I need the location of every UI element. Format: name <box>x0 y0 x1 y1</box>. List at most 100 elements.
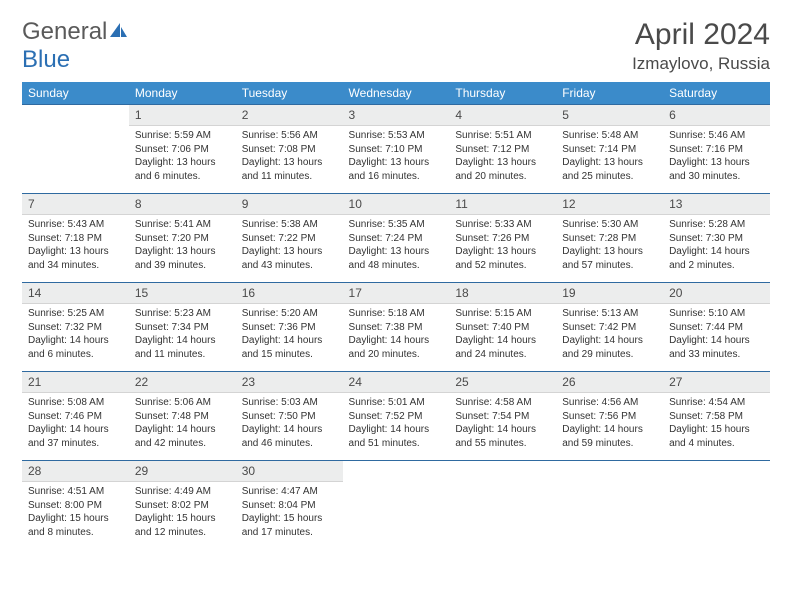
sunrise-text: Sunrise: 5:38 AM <box>242 218 337 232</box>
sunset-text: Sunset: 7:28 PM <box>562 232 657 246</box>
daylight-text: and 25 minutes. <box>562 170 657 184</box>
sunrise-text: Sunrise: 5:13 AM <box>562 307 657 321</box>
day-number-cell: 2 <box>236 105 343 126</box>
daylight-text: Daylight: 14 hours <box>28 334 123 348</box>
sunset-text: Sunset: 7:20 PM <box>135 232 230 246</box>
day-content-cell: Sunrise: 5:33 AMSunset: 7:26 PMDaylight:… <box>449 215 556 283</box>
day-content-cell <box>556 482 663 550</box>
day-number-cell <box>663 461 770 482</box>
daylight-text: Daylight: 13 hours <box>242 245 337 259</box>
daylight-text: and 42 minutes. <box>135 437 230 451</box>
sunrise-text: Sunrise: 4:56 AM <box>562 396 657 410</box>
sunset-text: Sunset: 7:56 PM <box>562 410 657 424</box>
daylight-text: and 11 minutes. <box>135 348 230 362</box>
sunset-text: Sunset: 8:04 PM <box>242 499 337 513</box>
daylight-text: and 16 minutes. <box>349 170 444 184</box>
sunset-text: Sunset: 7:40 PM <box>455 321 550 335</box>
daylight-text: and 6 minutes. <box>28 348 123 362</box>
daylight-text: Daylight: 14 hours <box>669 334 764 348</box>
day-number-row: 78910111213 <box>22 194 770 215</box>
weekday-header: Sunday <box>22 82 129 105</box>
day-content-row: Sunrise: 5:25 AMSunset: 7:32 PMDaylight:… <box>22 304 770 372</box>
daylight-text: Daylight: 14 hours <box>28 423 123 437</box>
weekday-header: Thursday <box>449 82 556 105</box>
day-content-cell: Sunrise: 5:06 AMSunset: 7:48 PMDaylight:… <box>129 393 236 461</box>
daylight-text: Daylight: 13 hours <box>28 245 123 259</box>
day-content-cell: Sunrise: 5:46 AMSunset: 7:16 PMDaylight:… <box>663 126 770 194</box>
daylight-text: Daylight: 13 hours <box>562 156 657 170</box>
sunrise-text: Sunrise: 5:48 AM <box>562 129 657 143</box>
daylight-text: Daylight: 13 hours <box>562 245 657 259</box>
day-content-cell: Sunrise: 4:54 AMSunset: 7:58 PMDaylight:… <box>663 393 770 461</box>
sunset-text: Sunset: 7:06 PM <box>135 143 230 157</box>
calendar-table: SundayMondayTuesdayWednesdayThursdayFrid… <box>22 82 770 549</box>
page-header: GeneralBlue April 2024 Izmaylovo, Russia <box>22 18 770 74</box>
daylight-text: and 34 minutes. <box>28 259 123 273</box>
sunrise-text: Sunrise: 5:56 AM <box>242 129 337 143</box>
sunrise-text: Sunrise: 5:03 AM <box>242 396 337 410</box>
calendar-body: SundayMondayTuesdayWednesdayThursdayFrid… <box>22 82 770 549</box>
sail-icon <box>108 18 128 46</box>
sunrise-text: Sunrise: 5:43 AM <box>28 218 123 232</box>
daylight-text: and 37 minutes. <box>28 437 123 451</box>
sunset-text: Sunset: 7:32 PM <box>28 321 123 335</box>
daylight-text: Daylight: 13 hours <box>669 156 764 170</box>
daylight-text: Daylight: 13 hours <box>349 245 444 259</box>
daylight-text: and 2 minutes. <box>669 259 764 273</box>
daylight-text: and 52 minutes. <box>455 259 550 273</box>
sunset-text: Sunset: 7:42 PM <box>562 321 657 335</box>
daylight-text: and 55 minutes. <box>455 437 550 451</box>
day-number-cell <box>556 461 663 482</box>
daylight-text: Daylight: 14 hours <box>349 334 444 348</box>
sunset-text: Sunset: 7:34 PM <box>135 321 230 335</box>
sunset-text: Sunset: 7:24 PM <box>349 232 444 246</box>
daylight-text: Daylight: 15 hours <box>242 512 337 526</box>
day-number-cell: 22 <box>129 372 236 393</box>
brand-part2: Blue <box>22 46 70 73</box>
day-content-cell: Sunrise: 4:49 AMSunset: 8:02 PMDaylight:… <box>129 482 236 550</box>
daylight-text: and 15 minutes. <box>242 348 337 362</box>
day-content-cell: Sunrise: 5:01 AMSunset: 7:52 PMDaylight:… <box>343 393 450 461</box>
day-content-row: Sunrise: 5:59 AMSunset: 7:06 PMDaylight:… <box>22 126 770 194</box>
weekday-header: Tuesday <box>236 82 343 105</box>
day-content-cell: Sunrise: 5:15 AMSunset: 7:40 PMDaylight:… <box>449 304 556 372</box>
sunrise-text: Sunrise: 5:18 AM <box>349 307 444 321</box>
sunset-text: Sunset: 7:52 PM <box>349 410 444 424</box>
day-number-cell: 21 <box>22 372 129 393</box>
daylight-text: and 43 minutes. <box>242 259 337 273</box>
sunrise-text: Sunrise: 4:51 AM <box>28 485 123 499</box>
day-content-cell: Sunrise: 5:03 AMSunset: 7:50 PMDaylight:… <box>236 393 343 461</box>
daylight-text: Daylight: 14 hours <box>135 423 230 437</box>
weekday-header: Saturday <box>663 82 770 105</box>
day-number-cell: 1 <box>129 105 236 126</box>
day-number-row: 14151617181920 <box>22 283 770 304</box>
day-number-cell: 11 <box>449 194 556 215</box>
daylight-text: and 4 minutes. <box>669 437 764 451</box>
sunrise-text: Sunrise: 5:08 AM <box>28 396 123 410</box>
day-content-cell: Sunrise: 5:30 AMSunset: 7:28 PMDaylight:… <box>556 215 663 283</box>
daylight-text: Daylight: 14 hours <box>562 423 657 437</box>
daylight-text: and 8 minutes. <box>28 526 123 540</box>
day-content-cell: Sunrise: 4:58 AMSunset: 7:54 PMDaylight:… <box>449 393 556 461</box>
day-number-cell: 17 <box>343 283 450 304</box>
day-number-cell: 20 <box>663 283 770 304</box>
day-content-cell: Sunrise: 5:18 AMSunset: 7:38 PMDaylight:… <box>343 304 450 372</box>
daylight-text: Daylight: 14 hours <box>242 334 337 348</box>
sunrise-text: Sunrise: 5:28 AM <box>669 218 764 232</box>
day-content-cell <box>22 126 129 194</box>
day-content-row: Sunrise: 4:51 AMSunset: 8:00 PMDaylight:… <box>22 482 770 550</box>
day-content-row: Sunrise: 5:43 AMSunset: 7:18 PMDaylight:… <box>22 215 770 283</box>
daylight-text: and 39 minutes. <box>135 259 230 273</box>
day-content-cell: Sunrise: 5:59 AMSunset: 7:06 PMDaylight:… <box>129 126 236 194</box>
daylight-text: Daylight: 13 hours <box>349 156 444 170</box>
daylight-text: Daylight: 13 hours <box>135 245 230 259</box>
day-content-cell: Sunrise: 5:43 AMSunset: 7:18 PMDaylight:… <box>22 215 129 283</box>
weekday-header-row: SundayMondayTuesdayWednesdayThursdayFrid… <box>22 82 770 105</box>
calendar-page: GeneralBlue April 2024 Izmaylovo, Russia… <box>0 0 792 567</box>
day-number-cell: 9 <box>236 194 343 215</box>
sunset-text: Sunset: 7:46 PM <box>28 410 123 424</box>
day-content-cell: Sunrise: 4:56 AMSunset: 7:56 PMDaylight:… <box>556 393 663 461</box>
daylight-text: Daylight: 13 hours <box>455 245 550 259</box>
daylight-text: Daylight: 15 hours <box>28 512 123 526</box>
sunset-text: Sunset: 7:08 PM <box>242 143 337 157</box>
